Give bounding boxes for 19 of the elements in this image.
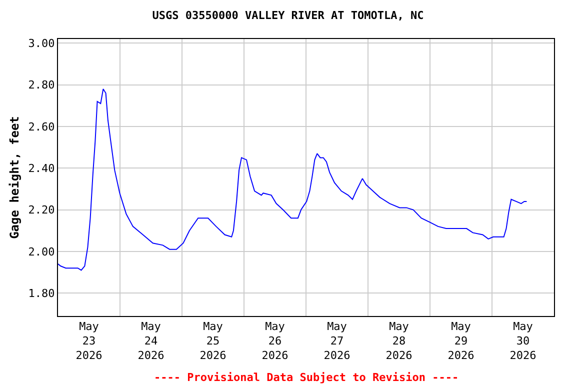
- line-series: [58, 88, 528, 271]
- y-tick-label: 1.80: [28, 286, 55, 300]
- x-tick-label: May 29 2026: [448, 320, 474, 362]
- y-tick-label: 3.00: [28, 37, 55, 50]
- chart-title: USGS 03550000 VALLEY RIVER AT TOMOTLA, NC: [152, 9, 424, 22]
- y-tick-label: 2.00: [28, 245, 55, 258]
- y-tick-label: 2.40: [28, 162, 55, 175]
- x-tick-label: May 23 2026: [76, 320, 102, 362]
- y-tick-label: 2.80: [28, 78, 55, 92]
- x-tick-label: May 26 2026: [262, 320, 288, 362]
- y-tick-label: 2.20: [28, 204, 55, 217]
- y-tick-label: 2.60: [28, 120, 55, 134]
- x-tick-label: May 25 2026: [200, 320, 226, 362]
- x-tick-label: May 27 2026: [324, 320, 350, 362]
- x-tick-label: May 24 2026: [138, 320, 164, 362]
- x-tick-label: May 30 2026: [510, 320, 536, 362]
- x-tick-label: May 28 2026: [386, 320, 412, 362]
- text: ---- Provisional Data Subject to Revision ----: [154, 371, 459, 384]
- y-axis-title: Gage height, feet: [8, 116, 22, 239]
